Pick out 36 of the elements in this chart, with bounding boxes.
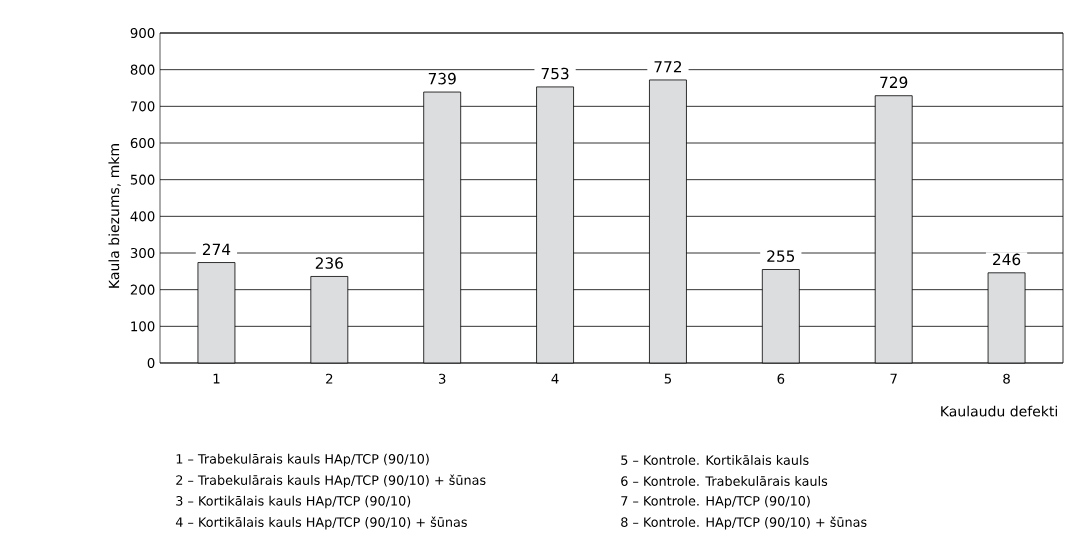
x-tick-label: 8 [1003,373,1010,384]
text: 6 – Kontrole. Trabekulārais kauls [621,476,828,486]
y-tick-label: 600 [130,137,155,149]
y-tick-label: 300 [130,247,155,259]
data-label: 739 [428,72,456,85]
y-tick-label: 200 [130,284,155,295]
y-tick-label: 700 [130,101,155,112]
y-tick-label: 400 [130,211,155,222]
y-tick-label: 0 [147,357,155,369]
data-label: 255 [767,250,795,262]
text: 8 – Kontrole. HAp/TCP (90/10) + šūnas [621,516,867,530]
x-tick-label: 2 [326,373,333,384]
x-tick-label: 6 [777,373,785,384]
data-label: 246 [993,253,1021,266]
y-tick-label: 100 [131,321,155,332]
text: 4 – Kortikālais kauls HAp/TCP (90/10) + šūnas [175,516,467,530]
text: 2 – Trabekulārais kauls HAp/TCP (90/10) + šūnas [176,474,486,488]
data-label: 729 [880,76,908,89]
y-tick-label: 500 [130,174,155,185]
y-tick-label: 900 [130,27,155,39]
text: 7 – Kontrole. HAp/TCP (90/10) [621,495,810,509]
y-tick-label: 800 [130,64,155,75]
data-label: 236 [315,257,343,269]
x-tick-label: 3 [438,373,446,384]
x-tick-label: 4 [551,373,559,384]
data-label: 753 [541,67,569,80]
data-label: 274 [202,243,231,255]
text: 3 – Kortikālais kauls HAp/TCP (90/10) [176,495,411,509]
text: 5 – Kontrole. Kortikālais kauls [621,455,809,465]
x-tick-label: 1 [213,373,220,384]
y-axis-title: Kaula biezums, mkm [108,144,121,288]
text: 1 – Trabekulārais kauls HAp/TCP (90/10) [176,453,429,467]
x-tick-label: 5 [664,373,672,384]
data-label: 772 [654,60,682,73]
x-axis-title: Kaulaudu defekti [941,405,1057,417]
x-tick-label: 7 [890,373,897,384]
